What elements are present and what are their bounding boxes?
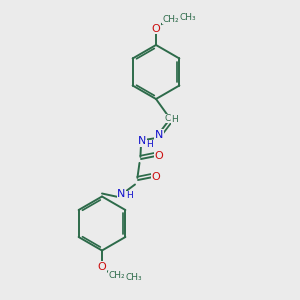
Text: CH₃: CH₃: [125, 273, 142, 282]
Text: CH₃: CH₃: [179, 14, 196, 22]
Text: C: C: [165, 114, 171, 123]
Text: O: O: [98, 262, 106, 272]
Text: H: H: [126, 191, 132, 200]
Text: O: O: [154, 151, 164, 161]
Text: CH₂: CH₂: [163, 15, 179, 24]
Text: CH₂: CH₂: [109, 272, 125, 280]
Text: N: N: [117, 188, 126, 199]
Text: N: N: [155, 130, 163, 140]
Text: H: H: [171, 116, 178, 124]
Text: H: H: [146, 140, 152, 149]
Text: O: O: [152, 23, 160, 34]
Text: N: N: [138, 136, 146, 146]
Text: O: O: [152, 172, 160, 182]
